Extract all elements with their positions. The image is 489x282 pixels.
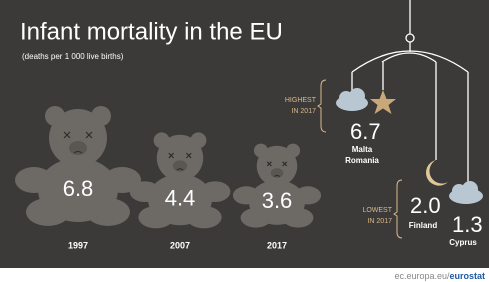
lowest-label: IN 2017: [367, 218, 392, 225]
year-label: 2007: [170, 240, 190, 250]
bear-part: [157, 135, 203, 181]
lowest-label: LOWEST: [362, 207, 392, 214]
highest-label: IN 2017: [291, 108, 316, 115]
bear-snout: [173, 160, 187, 171]
highest-value: 6.7: [350, 119, 381, 144]
source-prefix: ec.europa.eu/: [394, 271, 450, 281]
bear-snout: [69, 141, 87, 155]
infographic: Infant mortality in the EU (deaths per 1…: [0, 0, 489, 282]
source: ec.europa.eu/eurostat: [394, 271, 485, 281]
country: Cyprus: [449, 238, 477, 247]
lowest-value: 1.3: [452, 212, 483, 237]
country: Romania: [345, 156, 379, 165]
highest-label: HIGHEST: [285, 97, 317, 104]
year-value: 6.8: [63, 176, 94, 201]
title: Infant mortality in the EU: [20, 18, 283, 45]
year-value: 3.6: [262, 188, 293, 213]
country: Malta: [352, 145, 373, 154]
country: Finland: [409, 221, 438, 230]
bear-snout: [271, 168, 284, 178]
lowest-value: 2.0: [410, 193, 441, 218]
year-label: 2017: [267, 240, 287, 250]
year-label: 1997: [68, 240, 88, 250]
source-brand: eurostat: [449, 271, 485, 281]
bear-part: [49, 109, 107, 167]
bear-part: [257, 146, 298, 187]
year-value: 4.4: [165, 185, 196, 210]
subtitle: (deaths per 1 000 live births): [22, 52, 124, 61]
